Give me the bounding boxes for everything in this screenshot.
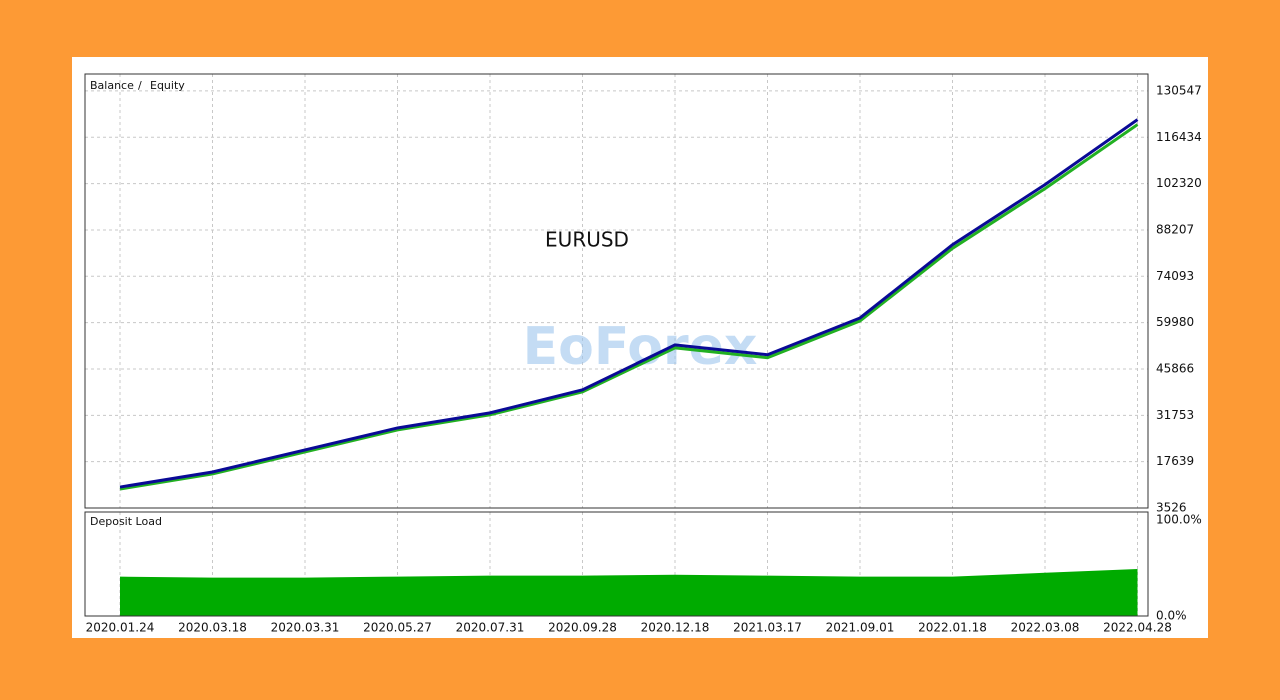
y-tick-label: 116434 — [1156, 130, 1202, 144]
x-tick-label: 2021.09.01 — [826, 621, 895, 635]
legend-entry: Balance — [90, 79, 134, 92]
x-tick-label: 2022.03.08 — [1011, 621, 1080, 635]
legend-entry: Equity — [150, 79, 185, 92]
y-tick-label: 31753 — [1156, 408, 1194, 422]
area-series — [120, 568, 1138, 616]
x-tick-label: 2020.01.24 — [86, 621, 155, 635]
x-tick-label: 2020.12.18 — [641, 621, 710, 635]
x-tick-label: 2020.03.31 — [271, 621, 340, 635]
y-tick-label: 3526 — [1156, 501, 1187, 515]
x-tick-label: 2021.03.17 — [733, 621, 802, 635]
panel — [72, 57, 1208, 638]
line-series — [119, 118, 1139, 489]
plot-frame — [84, 73, 1149, 509]
x-tick-label: 2020.05.27 — [363, 621, 432, 635]
y-tick-label: 45866 — [1156, 361, 1194, 375]
x-tick-label: 2020.03.18 — [178, 621, 247, 635]
y-tick-label: 0.0% — [1156, 609, 1187, 623]
x-tick-label: 2022.01.18 — [918, 621, 987, 635]
line-series — [119, 123, 1139, 491]
y-tick-label: 17639 — [1156, 454, 1194, 468]
y-tick-label: 88207 — [1156, 222, 1194, 236]
plot-frame — [84, 511, 1149, 617]
x-tick-label: 2022.04.28 — [1103, 621, 1172, 635]
x-tick-label: 2020.07.31 — [456, 621, 525, 635]
chart-title: Deposit Load — [90, 515, 162, 528]
y-tick-label: 102320 — [1156, 176, 1202, 190]
y-tick-label: 74093 — [1156, 269, 1194, 283]
y-tick-label: 100.0% — [1156, 513, 1202, 527]
y-tick-label: 59980 — [1156, 315, 1194, 329]
legend-separator: / — [138, 79, 142, 92]
annotation: EURUSD — [545, 228, 629, 252]
watermark: EoForex — [523, 317, 758, 377]
y-tick-label: 130547 — [1156, 83, 1202, 97]
x-tick-label: 2020.09.28 — [548, 621, 617, 635]
